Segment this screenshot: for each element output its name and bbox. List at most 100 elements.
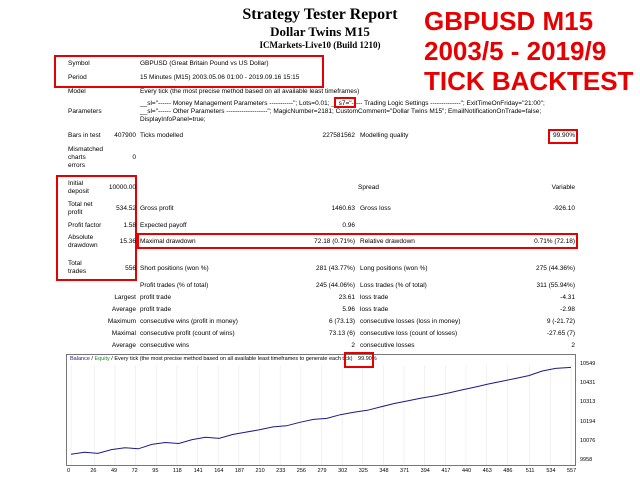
ap-value: 5.96 xyxy=(342,306,355,313)
params-line-1: __sl="------ Money Management Parameters… xyxy=(140,100,545,107)
ap-label: profit trade xyxy=(140,306,172,313)
grossprofit-label: Gross profit xyxy=(140,205,174,212)
x-tick-label: 141 xyxy=(193,468,203,474)
params-label: Parameters xyxy=(68,108,102,115)
expected-value: 0.96 xyxy=(342,222,355,229)
x-tick-label: 302 xyxy=(338,468,348,474)
average-label: Average xyxy=(111,306,136,313)
x-tick-label: 118 xyxy=(172,468,182,474)
y-tick-label: 10431 xyxy=(580,380,596,387)
mismatch-label-3: errors xyxy=(68,162,85,169)
x-tick-label: 417 xyxy=(441,468,451,474)
ptrades-label: Profit trades (% of total) xyxy=(140,282,209,289)
grossloss-label: Gross loss xyxy=(360,205,391,212)
mcw-label: consecutive wins (profit in money) xyxy=(140,318,238,325)
x-tick-label: 233 xyxy=(276,468,286,474)
trades-value: 556 xyxy=(125,265,136,272)
ticks-value: 227581562 xyxy=(322,132,355,139)
absdd-label-1: Absolute xyxy=(68,234,94,241)
report-server: ICMarkets-Live10 (Build 1210) xyxy=(259,40,381,50)
y-tick-label: 10194 xyxy=(580,418,596,425)
ll-label: loss trade xyxy=(360,294,389,301)
chart-legend: Balance / Equity / Every tick (the most … xyxy=(70,356,377,362)
ptrades-value: 245 (44.06%) xyxy=(315,282,355,289)
chart-quality-highlight xyxy=(344,352,374,368)
y-tick-label: 10313 xyxy=(580,399,596,406)
mismatch-value: 0 xyxy=(132,154,136,161)
mcl-label: consecutive losses (loss in money) xyxy=(360,318,461,325)
x-tick-label: 463 xyxy=(482,468,492,474)
x-tick-label: 440 xyxy=(461,468,472,474)
maximal-label: Maximal xyxy=(111,330,136,337)
y-tick-label: 10549 xyxy=(580,361,596,367)
legend-equity: Equity xyxy=(94,356,110,362)
reldd-value: 0.71% (72.18) xyxy=(534,238,575,245)
absdd-label-2: drawdown xyxy=(68,242,98,249)
mcw-value: 6 (73.13) xyxy=(328,318,355,325)
acl-value: 2 xyxy=(571,342,575,349)
long-label: Long positions (won %) xyxy=(360,265,428,272)
x-tick-label: 348 xyxy=(379,468,389,474)
x-tick-label: 279 xyxy=(317,468,327,474)
overlay-annotation: GBPUSD M15 2003/5 - 2019/9 TICK BACKTEST xyxy=(424,6,640,96)
legend-quality: 99.90% xyxy=(358,356,377,362)
overlay-line-2: 2003/5 - 2019/9 xyxy=(424,36,607,66)
x-tick-label: 511 xyxy=(525,468,535,474)
legend-sep: / xyxy=(89,356,95,362)
grossprofit-value: 1460.63 xyxy=(331,205,356,212)
expected-label: Expected payoff xyxy=(140,222,187,229)
netprofit-label-2: profit xyxy=(68,209,83,216)
mcp-label: consecutive profit (count of wins) xyxy=(140,330,235,337)
trades-label-1: Total xyxy=(68,260,82,267)
model-label: Model xyxy=(68,88,86,95)
x-tick-label: 49 xyxy=(110,468,118,474)
largest-label: Largest xyxy=(114,294,136,301)
x-tick-label: 95 xyxy=(152,468,159,474)
x-tick-label: 371 xyxy=(400,468,410,474)
ltrades-label: Loss trades (% of total) xyxy=(360,282,427,289)
quality-highlight xyxy=(548,129,578,144)
initial-value: 10000.00 xyxy=(108,184,136,191)
period-value: 15 Minutes (M15) 2003.05.06 01:00 - 2019… xyxy=(140,74,300,81)
lp-value: 23.61 xyxy=(338,294,355,301)
maximum-label: Maximum xyxy=(107,318,136,325)
report-subtitle: Dollar Twins M15 xyxy=(270,24,370,39)
x-tick-label: 164 xyxy=(214,468,224,474)
mcloss-value: -27.65 (7) xyxy=(546,330,575,337)
mcp-value: 73.13 (6) xyxy=(328,330,355,337)
bars-label: Bars in test xyxy=(68,132,101,139)
spread-label: Spread xyxy=(358,184,379,191)
model-value: Every tick (the most precise method base… xyxy=(140,88,360,95)
report-title: Strategy Tester Report xyxy=(242,6,398,23)
acw-label: consecutive wins xyxy=(140,342,190,349)
grossloss-value: -926.10 xyxy=(552,205,575,212)
quality-value: 99.90% xyxy=(552,132,575,139)
average2-label: Average xyxy=(111,342,136,349)
al-label: loss trade xyxy=(360,306,389,313)
period-label: Period xyxy=(68,74,87,81)
x-tick-label: 187 xyxy=(234,468,245,474)
params-line-2: __sl="------ Other Parameters ----------… xyxy=(140,108,542,115)
quality-label: Modelling quality xyxy=(360,132,409,139)
x-tick-label: 394 xyxy=(420,468,430,474)
legend-rest: / Every tick (the most precise method ba… xyxy=(109,356,353,362)
x-tick-label: 210 xyxy=(255,468,265,474)
mismatch-label-1: Mismatched xyxy=(68,146,104,153)
legend-balance: Balance xyxy=(70,356,90,362)
x-tick-label: 325 xyxy=(358,468,368,474)
maxdd-value: 72.18 (0.71%) xyxy=(314,238,355,245)
ticks-label: Ticks modelled xyxy=(140,132,184,139)
x-tick-label: 26 xyxy=(90,468,97,474)
short-label: Short positions (won %) xyxy=(140,265,209,272)
left-stats-highlight xyxy=(56,175,137,281)
x-tick-label: 486 xyxy=(503,468,513,474)
bars-value: 407900 xyxy=(114,132,136,139)
y-tick-label: 9958 xyxy=(580,457,593,463)
lp-label: profit trade xyxy=(140,294,172,301)
mismatch-label-2: charts xyxy=(68,154,86,161)
absdd-value: 15.36 xyxy=(119,238,136,245)
acw-value: 2 xyxy=(351,342,355,349)
initial-label-1: Initial xyxy=(68,180,84,187)
ll-value: -4.31 xyxy=(560,294,575,301)
balance-chart xyxy=(66,354,576,466)
